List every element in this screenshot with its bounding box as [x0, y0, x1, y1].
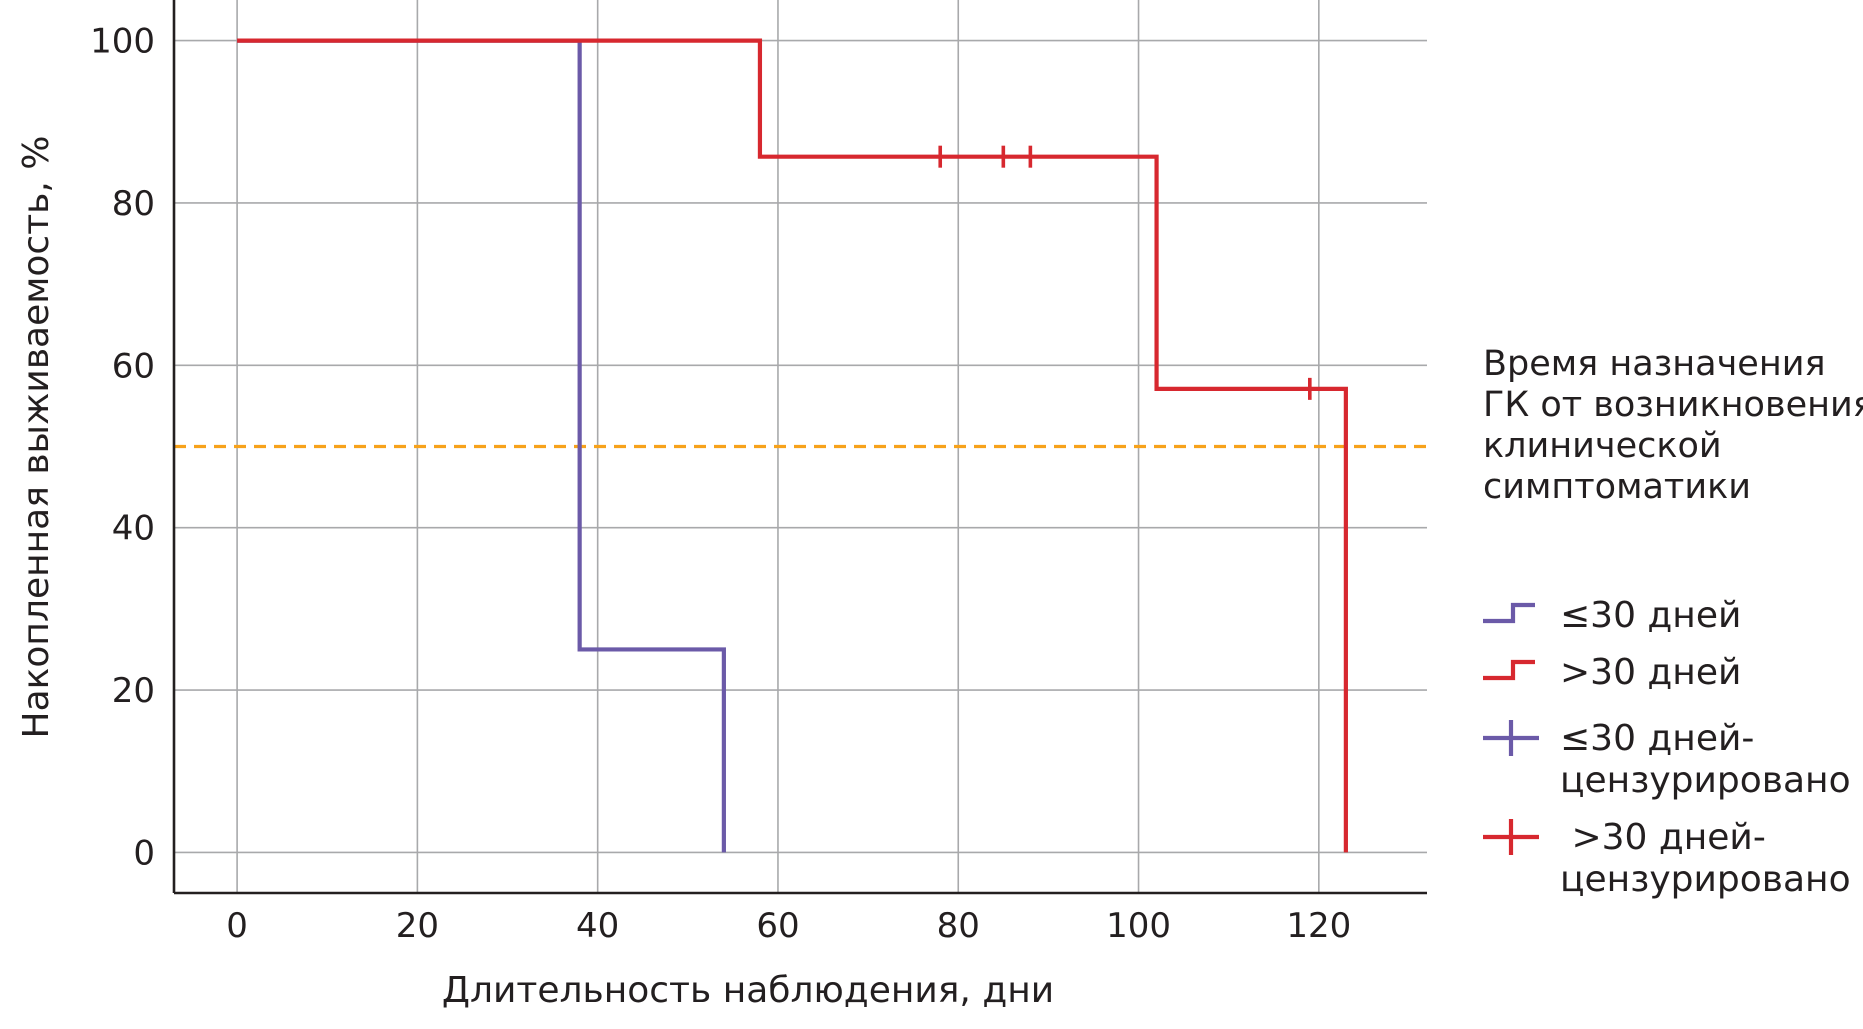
legend-entry: ≤30 дней [1483, 595, 1741, 636]
legend-title-line: ГК от возникновения [1483, 385, 1863, 425]
tick-labels: 0 20 40 60 80 100 120 0 20 40 60 80 100 [90, 22, 1351, 946]
legend-entry: >30 дней-цензурировано [1483, 817, 1851, 900]
legend-label: цензурировано [1560, 760, 1851, 801]
x-tick-label: 80 [937, 906, 980, 946]
y-tick-label: 80 [112, 184, 155, 224]
legend-label: ≤30 дней [1560, 595, 1741, 636]
legend-step-icon [1483, 602, 1535, 624]
legend-title-line: Время назначения [1483, 344, 1826, 384]
y-axis-title: Накопленная выживаемость, % [16, 136, 57, 739]
x-axis-title: Длительность наблюдения, дни [442, 970, 1054, 1011]
legend-title-line: симптоматики [1483, 467, 1751, 507]
legend-entry: >30 дней [1483, 652, 1741, 693]
y-tick-label: 60 [112, 346, 155, 386]
x-tick-label: 0 [226, 906, 248, 946]
y-tick-label: 40 [112, 509, 155, 549]
series-group [237, 38, 1348, 853]
x-tick-label: 20 [396, 906, 439, 946]
legend-label: >30 дней [1560, 652, 1741, 693]
series-2-line [237, 38, 1348, 853]
x-tick-label: 60 [756, 906, 799, 946]
legend-step-icon [1483, 659, 1535, 681]
y-tick-label: 20 [112, 671, 155, 711]
legend-label: цензурировано [1560, 859, 1851, 900]
x-tick-label: 40 [576, 906, 619, 946]
axes [172, 0, 1427, 895]
legend-entry: ≤30 дней-цензурировано [1483, 718, 1851, 801]
legend-title-line: клинической [1483, 426, 1722, 466]
legend-label: >30 дней- [1560, 817, 1766, 858]
y-tick-label: 100 [90, 22, 155, 62]
y-tick-label: 0 [133, 833, 155, 873]
legend-label: ≤30 дней- [1560, 718, 1754, 759]
x-tick-label: 120 [1286, 906, 1351, 946]
x-tick-label: 100 [1106, 906, 1171, 946]
